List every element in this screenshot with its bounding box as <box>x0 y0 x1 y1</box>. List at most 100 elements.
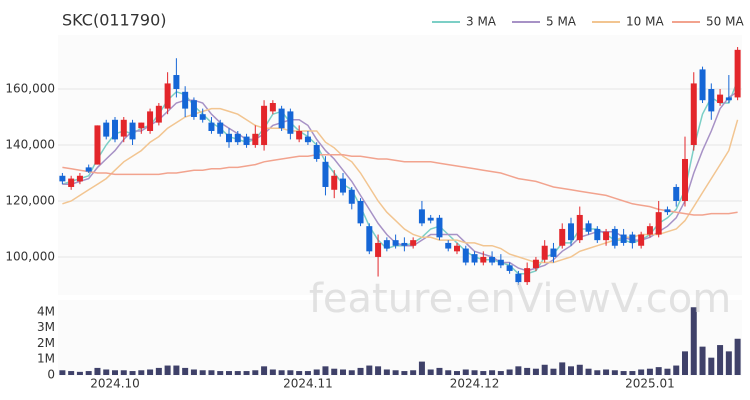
candle-body <box>331 175 338 190</box>
y-tick-label: 4M <box>37 304 55 318</box>
candle-body <box>532 259 539 269</box>
volume-bar <box>585 368 592 375</box>
volume-bar <box>59 370 66 375</box>
volume-bar <box>155 367 162 375</box>
candle-body <box>269 103 276 112</box>
volume-bar <box>603 369 610 375</box>
candle-body <box>383 240 390 249</box>
volume-bar <box>524 367 531 375</box>
candle-body <box>436 217 443 238</box>
candle-body <box>252 133 259 145</box>
candle-body <box>603 231 610 241</box>
candle-body <box>454 245 460 252</box>
candle-body <box>515 273 522 283</box>
x-tick-label: 2024.10 <box>90 377 140 391</box>
volume-bar <box>94 367 101 375</box>
candle-body <box>594 228 601 241</box>
volume-bar <box>278 370 285 375</box>
volume-bar <box>269 369 276 375</box>
volume-bar <box>340 369 346 375</box>
volume-bar <box>708 357 715 375</box>
volume-bar <box>120 370 127 375</box>
candle-body <box>155 105 162 123</box>
volume-bar <box>287 370 294 375</box>
candle-body <box>322 161 329 187</box>
volume-bar <box>629 371 636 375</box>
legend-label: 5 MA <box>546 15 577 29</box>
candle-body <box>506 265 513 271</box>
candle-body <box>524 268 531 283</box>
volume-bar <box>357 367 364 375</box>
volume-bar <box>471 370 478 375</box>
volume-bar <box>664 368 671 375</box>
candle-body <box>734 49 741 98</box>
candle-body <box>68 178 75 187</box>
candle-body <box>366 226 373 252</box>
x-tick-label: 2024.11 <box>283 377 333 391</box>
volume-bar <box>506 369 513 375</box>
volume-bar <box>173 365 180 375</box>
y-tick-label: 100,000 <box>5 249 55 263</box>
volume-bar <box>261 366 268 375</box>
volume-bar <box>497 371 504 375</box>
volume-bar <box>489 370 496 375</box>
candle-body <box>682 158 688 201</box>
volume-bar <box>129 371 136 375</box>
volume-bar <box>243 371 250 375</box>
candle-body <box>120 119 127 137</box>
candle-body <box>164 83 171 109</box>
volume-bar <box>480 371 487 375</box>
candle-body <box>576 214 583 241</box>
candle-body <box>418 209 425 224</box>
legend-label: 10 MA <box>626 15 664 29</box>
y-tick-label: 3M <box>37 320 55 334</box>
volume-bar <box>462 369 469 375</box>
candle-body <box>85 167 92 172</box>
volume-bar <box>217 371 224 375</box>
volume-bar <box>646 368 653 375</box>
candle-body <box>664 209 671 213</box>
volume-bar <box>427 369 434 375</box>
y-tick-label: 1M <box>37 352 55 366</box>
candle-body <box>559 228 566 246</box>
candle-body <box>296 130 303 140</box>
candle-body <box>392 240 399 246</box>
volume-bar <box>103 369 110 375</box>
candle-body <box>199 114 206 120</box>
chart-title: SKC(011790) <box>62 11 167 30</box>
volume-bar <box>541 364 548 375</box>
volume-bar <box>532 368 539 375</box>
candle-body <box>226 133 232 143</box>
volume-bar <box>366 365 373 375</box>
volume-bar <box>690 307 697 375</box>
candle-body <box>147 111 154 131</box>
volume-bar <box>436 367 443 375</box>
volume-bar <box>620 371 627 375</box>
candle-body <box>59 175 66 182</box>
candle-body <box>620 234 627 243</box>
volume-bar <box>576 364 583 375</box>
volume-bar <box>313 369 320 375</box>
volume-bar <box>418 361 425 375</box>
volume-bar <box>655 367 662 375</box>
volume-bar <box>445 370 452 375</box>
candle-body <box>340 178 346 193</box>
candle-body <box>699 69 706 101</box>
candle-body <box>208 122 215 131</box>
candle-body <box>261 105 268 145</box>
volume-bar <box>375 366 382 375</box>
candle-body <box>471 254 478 263</box>
candle-body <box>190 100 197 118</box>
candle-body <box>287 111 294 134</box>
candle-body <box>243 136 250 145</box>
volume-bar <box>717 345 724 375</box>
candle-body <box>541 245 548 260</box>
y-tick-label: 140,000 <box>5 137 55 151</box>
volume-bar <box>550 368 557 375</box>
candle-body <box>568 223 574 241</box>
volume-bar <box>190 369 197 375</box>
candle-body <box>94 125 101 165</box>
legend-label: 50 MA <box>706 15 744 29</box>
volume-bar <box>410 370 417 375</box>
